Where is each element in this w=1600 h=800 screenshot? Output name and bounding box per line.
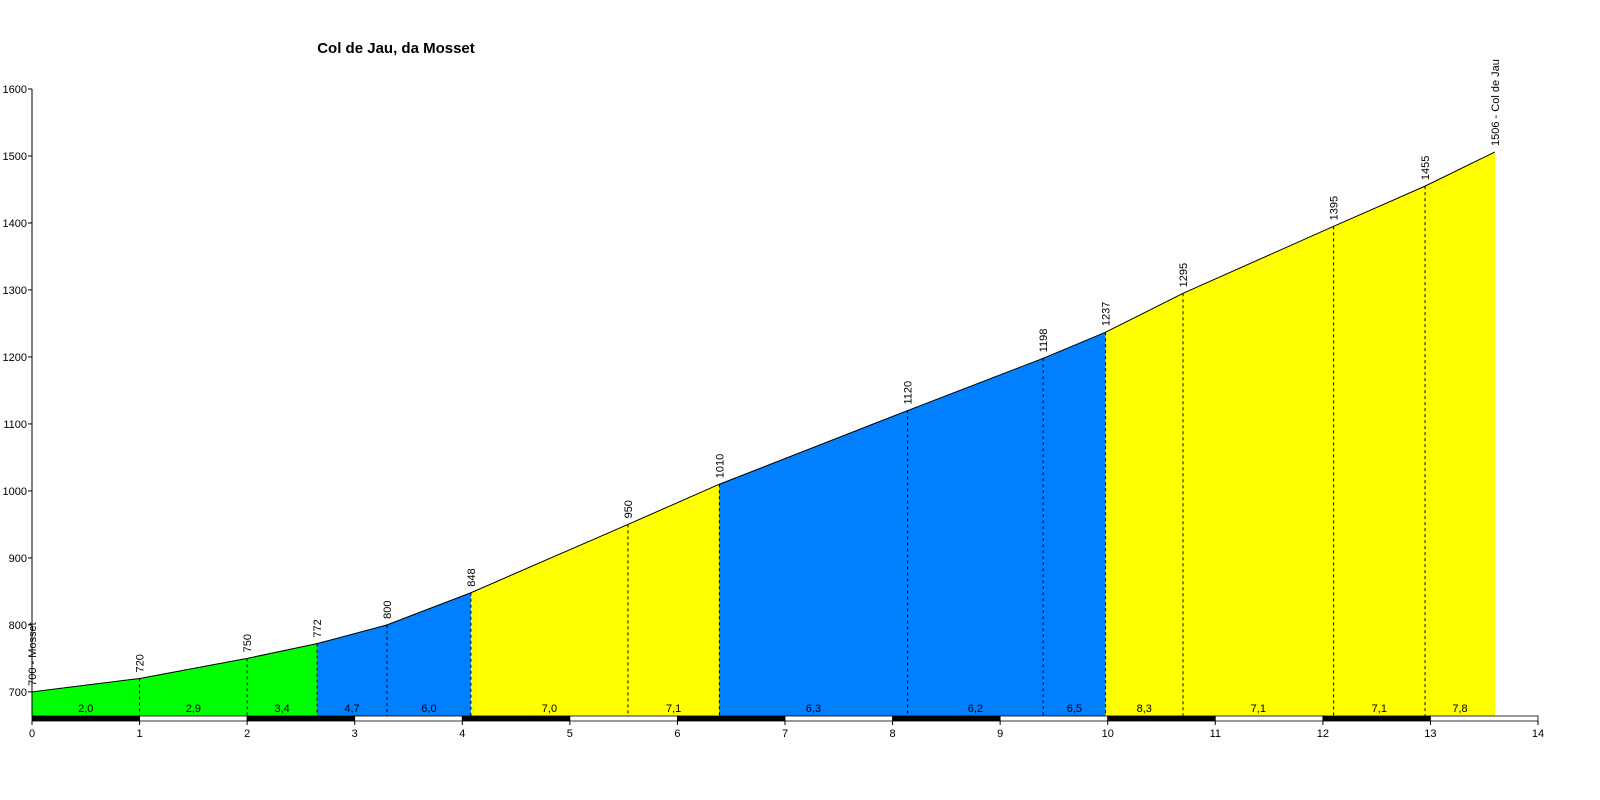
segment-area — [719, 410, 908, 716]
x-tick-label: 14 — [1532, 728, 1544, 740]
segment-area — [470, 524, 628, 716]
x-tick-label: 10 — [1102, 728, 1114, 740]
segment-area — [1425, 151, 1495, 716]
y-tick-label: 1400 — [3, 218, 27, 230]
x-tick-label: 5 — [567, 728, 573, 740]
chart-title: Col de Jau, da Mosset — [317, 40, 475, 57]
gradient-label: 7,1 — [1251, 703, 1266, 715]
y-tick-label: 700 — [9, 687, 27, 699]
point-label: 772 — [312, 619, 324, 637]
x-tick-label: 4 — [459, 728, 465, 740]
segment-area — [1043, 332, 1106, 716]
segment-area — [1105, 293, 1184, 716]
y-tick-label: 1100 — [3, 419, 27, 431]
gradient-label: 7,1 — [666, 703, 681, 715]
point-label: 700 - Mosset — [27, 622, 39, 686]
segment-area — [907, 358, 1044, 716]
gradient-label: 6,5 — [1067, 703, 1082, 715]
km-bar — [354, 715, 463, 722]
point-label: 1198 — [1038, 329, 1050, 353]
gradient-label: 7,1 — [1372, 703, 1387, 715]
y-tick-label: 1200 — [3, 352, 27, 364]
point-label: 950 — [623, 500, 635, 518]
km-bar — [1107, 715, 1216, 722]
point-label: 750 — [242, 634, 254, 652]
x-tick-label: 8 — [890, 728, 896, 740]
x-tick-label: 13 — [1424, 728, 1436, 740]
segment-area — [1183, 226, 1334, 716]
segment-area — [139, 658, 248, 716]
point-label: 720 — [135, 654, 147, 672]
point-label: 1506 - Col de Jau — [1490, 59, 1502, 146]
x-tick-label: 11 — [1210, 728, 1221, 740]
km-bar — [31, 715, 140, 722]
x-tick-label: 6 — [674, 728, 680, 740]
segment-area — [627, 484, 720, 716]
point-label: 1455 — [1420, 156, 1432, 180]
segment-area — [247, 643, 318, 716]
x-tick-label: 12 — [1317, 728, 1329, 740]
km-bar — [246, 715, 356, 722]
point-label: 1395 — [1329, 196, 1341, 220]
y-tick-label: 1300 — [3, 285, 27, 297]
point-label: 1237 — [1101, 302, 1113, 326]
gradient-label: 7,0 — [542, 703, 557, 715]
x-tick-label: 3 — [352, 728, 358, 740]
km-bar — [139, 715, 248, 722]
km-bar — [677, 715, 786, 722]
km-bar — [569, 715, 678, 722]
gradient-label: 4,7 — [344, 703, 359, 715]
y-tick-label: 800 — [9, 620, 27, 632]
segment-area — [32, 678, 140, 716]
km-bar — [1214, 715, 1324, 722]
y-tick-label: 1600 — [3, 84, 27, 96]
gradient-label: 6,0 — [421, 703, 436, 715]
point-label: 1010 — [714, 454, 726, 478]
km-bar — [784, 715, 893, 722]
x-tick-label: 2 — [244, 728, 250, 740]
x-tick-label: 0 — [29, 728, 35, 740]
profile-line — [31, 151, 1496, 693]
km-bar — [461, 715, 571, 722]
gradient-label: 6,3 — [806, 703, 821, 715]
x-tick-label: 9 — [997, 728, 1003, 740]
point-label: 800 — [382, 601, 394, 619]
km-bar — [1322, 715, 1431, 722]
km-bar — [999, 715, 1109, 722]
segment-area — [317, 624, 387, 716]
gradient-label: 3,4 — [274, 703, 289, 715]
km-bar — [1430, 715, 1539, 722]
y-tick-label: 1000 — [3, 486, 27, 498]
segment-area — [386, 592, 471, 716]
y-tick-label: 1500 — [3, 151, 27, 163]
point-label: 1295 — [1178, 263, 1190, 287]
x-tick-label: 7 — [782, 728, 788, 740]
gradient-label: 2,9 — [186, 703, 201, 715]
segment-area — [1333, 186, 1426, 716]
gradient-label: 8,3 — [1137, 703, 1152, 715]
gradient-label: 2,0 — [78, 703, 93, 715]
point-label: 848 — [466, 568, 478, 586]
gradient-label: 6,2 — [968, 703, 983, 715]
gradient-label: 7,8 — [1452, 703, 1467, 715]
point-label: 1120 — [903, 381, 915, 405]
x-tick-label: 1 — [137, 728, 143, 740]
km-bar — [892, 715, 1001, 722]
y-tick-label: 900 — [9, 553, 27, 565]
